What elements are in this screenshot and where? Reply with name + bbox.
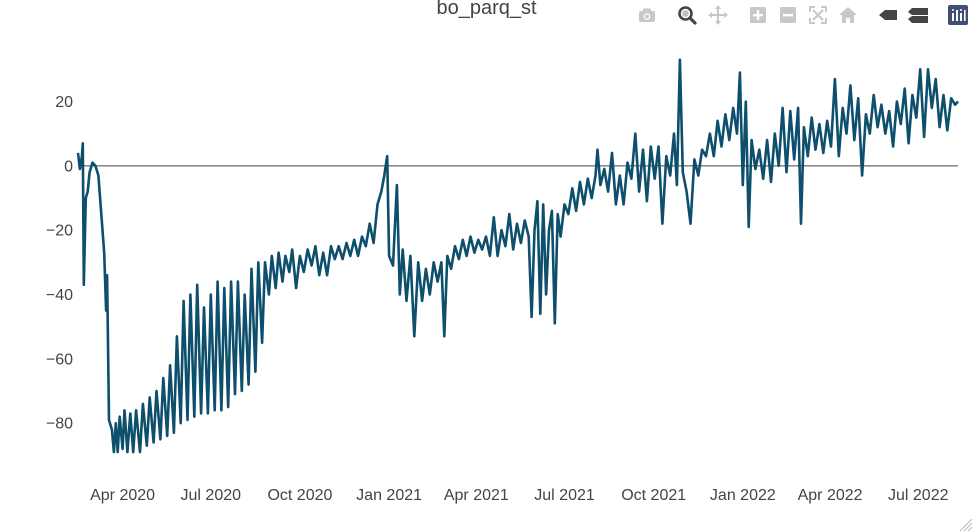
y-tick-label: −40 [46,287,73,304]
x-tick-label: Oct 2020 [267,487,332,504]
y-tick-label: −20 [46,223,73,240]
x-tick-label: Apr 2021 [444,487,509,504]
resize-handle-icon[interactable] [959,518,973,532]
y-tick-label: −80 [46,416,73,433]
compare-hover-icon[interactable] [907,4,929,26]
chart-title: bo_parq_st [436,0,537,19]
autoscale-icon[interactable] [807,4,829,26]
x-tick-label: Apr 2022 [798,487,863,504]
x-tick-label: Jan 2022 [710,487,776,504]
plotly-logo-icon[interactable] [947,4,969,26]
x-tick-label: Jul 2020 [181,487,242,504]
x-tick-label: Jan 2021 [356,487,422,504]
y-tick-label: −60 [46,351,73,368]
x-tick-label: Jul 2021 [534,487,595,504]
x-tick-label: Oct 2021 [621,487,686,504]
home-icon[interactable] [837,4,859,26]
x-tick-label: Apr 2020 [90,487,155,504]
series-line [76,58,959,454]
spike-lines-icon[interactable] [877,4,899,26]
zoom-icon[interactable] [676,4,698,26]
x-tick-label: Jul 2022 [888,487,949,504]
x-axis: Apr 2020 Jul 2020 Oct 2020 Jan 2021 Apr 2021… [90,487,948,504]
pan-icon[interactable] [707,4,729,26]
y-tick-label: 0 [64,158,73,175]
camera-icon[interactable] [636,4,658,26]
y-axis: 20 0 −20 −40 −60 −80 [46,94,73,433]
y-tick-label: 20 [55,94,73,111]
zoom-out-icon[interactable] [777,4,799,26]
zoom-in-icon[interactable] [747,4,769,26]
